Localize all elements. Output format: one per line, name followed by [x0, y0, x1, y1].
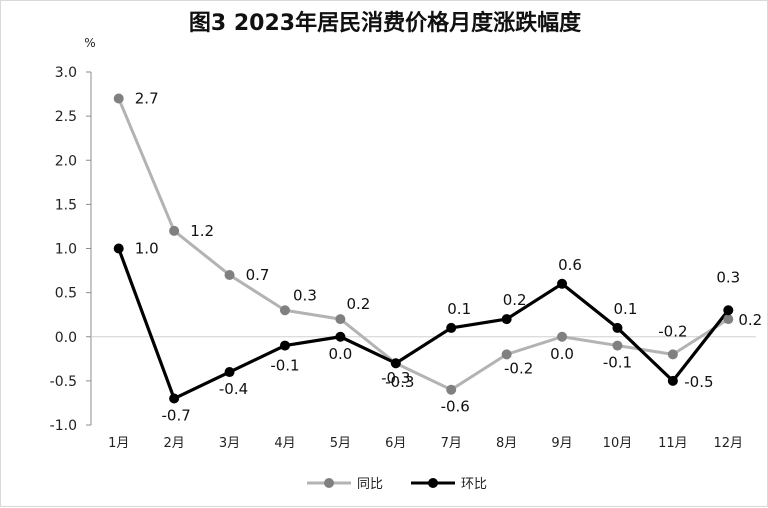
y-tick-label: -0.5 [50, 374, 77, 390]
data-point [557, 331, 568, 342]
x-tick-label: 7月 [441, 436, 462, 451]
data-point [612, 322, 623, 333]
series-line-yoy [117, 97, 730, 392]
data-point [667, 349, 678, 360]
data-point [113, 93, 124, 104]
data-label: 1.0 [135, 240, 159, 258]
x-tick-label: 4月 [274, 436, 295, 451]
data-point [446, 384, 457, 395]
x-tick-label: 2月 [163, 436, 184, 451]
data-label: -0.7 [161, 407, 190, 425]
legend-marker [428, 478, 438, 488]
y-tick-label: 2.5 [55, 109, 77, 125]
legend-marker [324, 478, 334, 488]
data-point [335, 314, 346, 325]
data-point [501, 349, 512, 360]
series-line-mom [117, 247, 730, 401]
data-point [557, 278, 568, 289]
x-tick-label: 3月 [219, 436, 240, 451]
data-point [113, 243, 124, 254]
x-tick-label: 1月 [108, 436, 129, 451]
data-label: 1.2 [190, 222, 214, 240]
x-tick-label: 6月 [385, 436, 406, 451]
data-point [723, 305, 734, 316]
data-label: 0.0 [550, 345, 574, 363]
data-label: -0.1 [603, 354, 632, 372]
x-tick-label: 5月 [330, 436, 351, 451]
data-label: 0.2 [738, 311, 762, 329]
data-label: 0.6 [558, 256, 582, 274]
y-tick-label: 1.0 [55, 242, 77, 258]
data-label: 0.0 [328, 345, 352, 363]
x-tick-label: 9月 [551, 436, 572, 451]
y-tick-label: 0.5 [55, 286, 77, 302]
data-point [224, 269, 235, 280]
data-label: -0.5 [684, 373, 713, 391]
data-label: -0.4 [219, 380, 248, 398]
data-point [335, 331, 346, 342]
data-label: -0.2 [658, 322, 687, 340]
data-point [667, 375, 678, 386]
data-point [169, 225, 180, 236]
data-point [224, 367, 235, 378]
data-point [279, 305, 290, 316]
x-tick-label: 8月 [496, 436, 517, 451]
y-tick-label: 1.5 [55, 197, 77, 213]
data-label: 0.1 [614, 300, 638, 318]
data-label: -0.2 [504, 359, 533, 377]
data-label: 0.2 [503, 291, 527, 309]
data-label: -0.1 [270, 357, 299, 375]
data-label: 0.1 [447, 300, 471, 318]
data-label: 2.7 [135, 89, 159, 107]
x-tick-label: 11月 [658, 436, 688, 451]
x-tick-label: 12月 [714, 436, 744, 451]
data-point [723, 314, 734, 325]
y-tick-label: 2.0 [55, 153, 77, 169]
data-point [501, 314, 512, 325]
data-point [390, 358, 401, 369]
data-label: -0.3 [381, 369, 410, 387]
data-point [169, 393, 180, 404]
y-tick-label: -1.0 [50, 418, 77, 434]
y-tick-label: 0.0 [55, 330, 77, 346]
data-point [446, 322, 457, 333]
x-tick-label: 10月 [603, 436, 633, 451]
y-axis-unit: % [84, 36, 95, 50]
data-label: 0.7 [246, 266, 270, 284]
data-label: 0.3 [293, 286, 317, 304]
data-point [612, 340, 623, 351]
data-point [279, 340, 290, 351]
data-label: 0.2 [346, 295, 370, 313]
data-label: -0.3 [385, 373, 414, 391]
y-tick-label: 3.0 [55, 65, 77, 81]
data-label: 0.3 [716, 268, 740, 286]
data-label: -0.6 [441, 398, 470, 416]
chart-title: 图3 2023年居民消费价格月度涨跌幅度 [188, 11, 582, 36]
legend-label: 同比 [357, 477, 383, 492]
legend-label: 环比 [461, 477, 487, 492]
